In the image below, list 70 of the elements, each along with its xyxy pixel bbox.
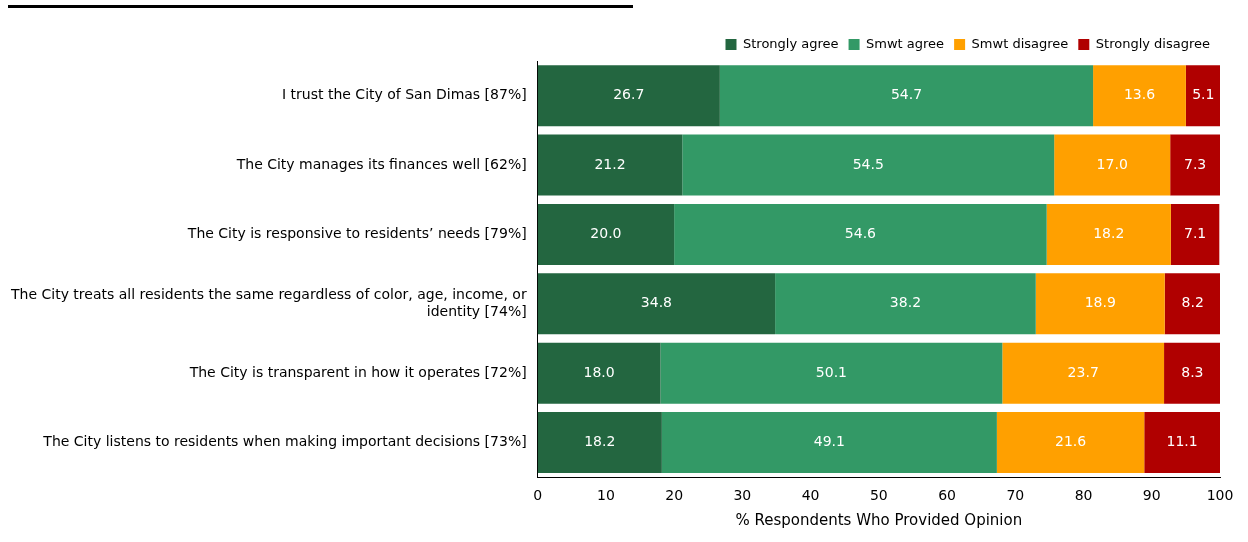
bar [1046, 203, 1171, 265]
x-tick-label: 0 [533, 487, 543, 504]
data-label: 54.7 [890, 86, 923, 103]
data-label: 17.0 [1096, 155, 1128, 172]
legend-label: Smwt disagree [971, 35, 1069, 51]
bar [537, 134, 683, 196]
bar [1035, 273, 1165, 335]
data-label: 23.7 [1067, 363, 1099, 380]
y-tick-label: The City is transparent in how it operates [72%] [188, 363, 527, 380]
x-tick-label: 100 [1206, 487, 1234, 504]
legend-label: Strongly agree [743, 35, 839, 51]
data-label: 13.6 [1123, 86, 1156, 103]
data-label: 26.7 [613, 86, 645, 103]
data-label: 8.3 [1181, 363, 1204, 380]
data-label: 18.2 [584, 433, 616, 450]
bar [537, 342, 661, 404]
bar [1002, 342, 1165, 404]
legend-label: Strongly disagree [1095, 35, 1210, 51]
x-tick-label: 60 [938, 487, 956, 504]
data-label: 54.6 [844, 225, 877, 242]
x-axis-title: % Respondents Who Provided Opinion [735, 510, 1023, 529]
bar [537, 412, 662, 474]
data-label: 49.1 [813, 433, 845, 450]
x-tick-label: 40 [801, 487, 820, 504]
data-label: 21.6 [1054, 433, 1087, 450]
bar [537, 65, 720, 127]
data-label: 11.1 [1166, 433, 1198, 450]
y-tick-label: The City is responsive to residents’ needs [79%] [186, 225, 527, 242]
x-tick-label: 20 [665, 487, 684, 504]
bar [1170, 203, 1220, 265]
bar [661, 412, 997, 474]
x-tick-label: 30 [733, 487, 752, 504]
x-tick-label: 70 [1006, 487, 1025, 504]
bar [682, 134, 1055, 196]
data-label: 18.9 [1084, 294, 1116, 311]
x-tick-label: 90 [1142, 487, 1161, 504]
x-tick-label: 50 [869, 487, 888, 504]
data-label: 8.2 [1181, 294, 1204, 311]
bar [1093, 65, 1186, 127]
y-tick-label: I trust the City of San Dimas [87%] [282, 86, 527, 103]
bar [996, 412, 1145, 474]
data-label: 54.5 [852, 155, 884, 172]
data-label: 18.0 [583, 363, 615, 380]
y-tick-label: The City manages its finances well [62%] [235, 155, 527, 172]
data-label: 38.2 [889, 294, 922, 311]
bar [660, 342, 1003, 404]
bar [1164, 342, 1220, 404]
y-tick-label: The City listens to residents when making important decisions [73%] [42, 433, 527, 450]
bar [537, 273, 776, 335]
bar [1164, 273, 1220, 335]
data-label: 5.1 [1192, 86, 1215, 103]
bar [537, 203, 675, 265]
bar [1144, 412, 1220, 474]
x-tick-label: 10 [596, 487, 615, 504]
data-label: 7.3 [1183, 155, 1207, 172]
data-label: 21.2 [594, 155, 626, 172]
data-label: 20.0 [590, 225, 622, 242]
data-label: 18.2 [1093, 225, 1125, 242]
data-label: 34.8 [640, 294, 672, 311]
data-label: 50.1 [815, 363, 847, 380]
bar [775, 273, 1036, 335]
y-tick-label: The City treats all residents the same regardless of color, age, income, or identity [74%] [9, 286, 527, 319]
data-label: 7.1 [1183, 225, 1207, 242]
x-tick-label: 80 [1074, 487, 1093, 504]
bar [719, 65, 1094, 127]
bar [1185, 65, 1220, 127]
legend-label: Smwt agree [866, 35, 945, 51]
bar [1054, 134, 1171, 196]
bar [1170, 134, 1220, 196]
bar [674, 203, 1047, 265]
